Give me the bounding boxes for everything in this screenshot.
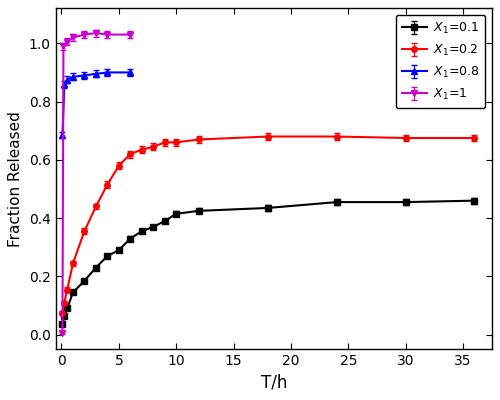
Y-axis label: Fraction Released: Fraction Released: [8, 111, 24, 247]
X-axis label: T/h: T/h: [260, 374, 287, 392]
Legend: $X_1$=0.1, $X_1$=0.2, $X_1$=0.8, $X_1$=1: $X_1$=0.1, $X_1$=0.2, $X_1$=0.8, $X_1$=1: [396, 14, 486, 108]
